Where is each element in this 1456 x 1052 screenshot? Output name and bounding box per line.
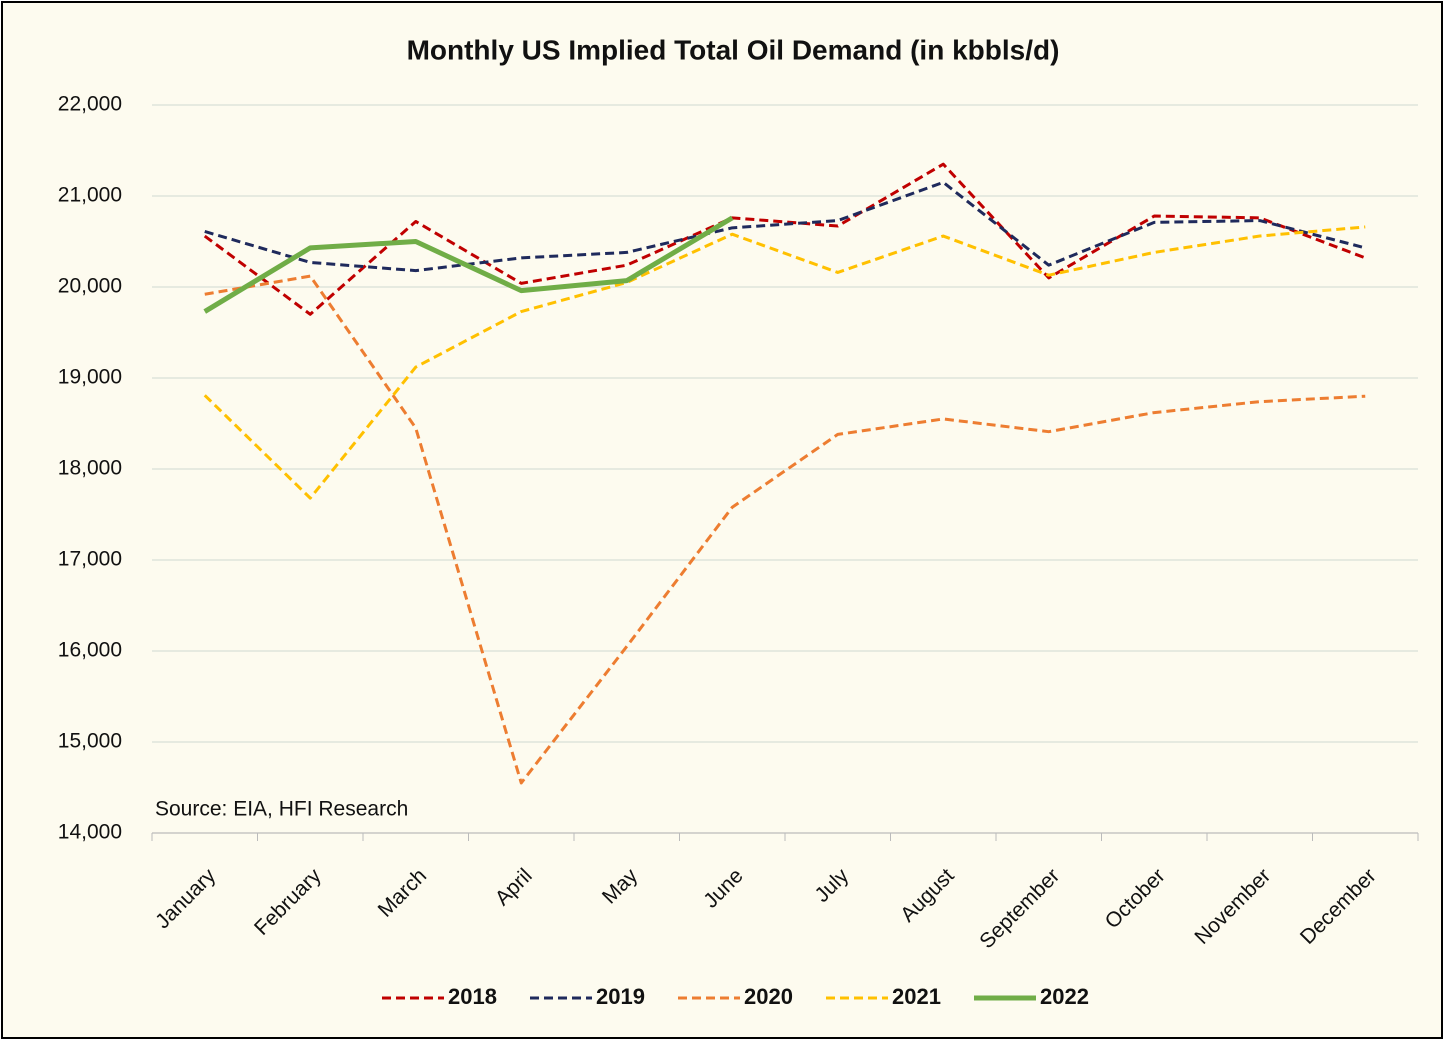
line-series bbox=[204, 274, 1366, 785]
y-tick-label: 16,000 bbox=[58, 639, 122, 662]
legend-label: 2022 bbox=[1040, 984, 1089, 1009]
line-series bbox=[203, 225, 1366, 500]
legend-label: 2018 bbox=[448, 984, 497, 1009]
source-note: Source: EIA, HFI Research bbox=[155, 798, 408, 821]
y-tick-label: 14,000 bbox=[58, 821, 122, 844]
chart-frame bbox=[1, 1, 1443, 1039]
y-tick-label: 22,000 bbox=[58, 93, 122, 116]
y-tick-label: 15,000 bbox=[58, 730, 122, 753]
y-tick-label: 20,000 bbox=[58, 275, 122, 298]
chart-title: Monthly US Implied Total Oil Demand (in … bbox=[407, 34, 1060, 65]
y-tick-label: 17,000 bbox=[58, 548, 122, 571]
line-series bbox=[203, 215, 734, 314]
legend-label: 2021 bbox=[892, 984, 941, 1009]
y-tick-label: 18,000 bbox=[58, 457, 122, 480]
line-series bbox=[204, 180, 1366, 273]
line-series bbox=[203, 162, 1366, 316]
legend-label: 2019 bbox=[596, 984, 645, 1009]
y-tick-label: 21,000 bbox=[58, 184, 122, 207]
legend-label: 2020 bbox=[744, 984, 793, 1009]
y-tick-label: 19,000 bbox=[58, 366, 122, 389]
